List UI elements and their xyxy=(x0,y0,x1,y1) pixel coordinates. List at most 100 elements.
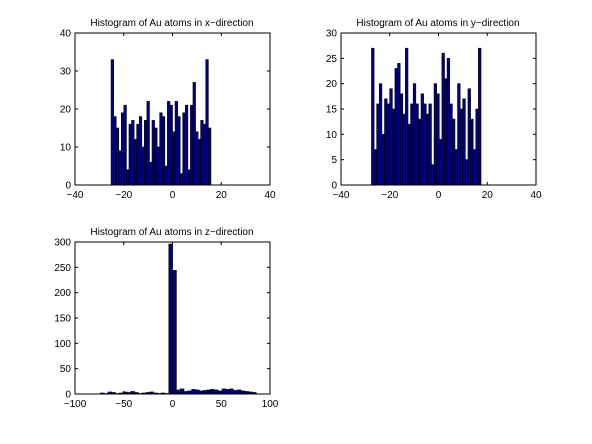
histogram-x-bar xyxy=(118,150,122,186)
histogram-z-ytick-label: 100 xyxy=(54,339,71,350)
histogram-z-ytick-label: 250 xyxy=(54,263,71,274)
histogram-y-bar xyxy=(433,83,437,186)
histogram-y-xtick-label: 0 xyxy=(436,190,442,201)
histogram-y-bar xyxy=(478,47,482,186)
histogram-y-bar xyxy=(470,118,474,186)
histogram-x-bar xyxy=(159,112,163,186)
histogram-z-bar xyxy=(202,390,208,395)
histogram-x-bar xyxy=(113,116,117,186)
histogram-y-bar xyxy=(407,123,411,186)
histogram-x-bar xyxy=(169,104,173,186)
histogram-y-bar xyxy=(392,108,396,186)
histogram-y-bar xyxy=(420,93,424,186)
histogram-z-ytick-label: 150 xyxy=(54,314,71,325)
histogram-x-bar xyxy=(121,112,125,186)
histogram-y-bar xyxy=(425,113,430,186)
histogram-y-bar xyxy=(384,98,388,186)
histogram-y-title: Histogram of Au atoms in y−direction xyxy=(356,18,519,29)
histogram-y-bar xyxy=(412,83,417,186)
histogram-y-bar xyxy=(389,88,393,186)
histogram-z-xtick-label: 100 xyxy=(262,399,279,410)
histogram-z-title: Histogram of Au atoms in z−direction xyxy=(90,227,253,238)
histogram-z-bar xyxy=(225,389,230,395)
histogram-z-bar xyxy=(206,389,211,395)
histogram-x-xtick-label: 0 xyxy=(170,190,176,201)
histogram-y-ytick-label: 30 xyxy=(326,29,338,40)
histogram-y-bar xyxy=(454,149,458,186)
histogram-x-bar xyxy=(164,165,168,186)
histogram-y-bar xyxy=(446,58,451,186)
histogram-x-bar xyxy=(161,116,166,186)
histogram-x-bar xyxy=(182,112,186,186)
histogram-y-panel: Histogram of Au atoms in y−direction −40… xyxy=(326,18,542,201)
histogram-z-ytick-label: 50 xyxy=(60,364,72,375)
histogram-y-ytick-label: 10 xyxy=(326,130,338,141)
histogram-x-xtick-label: −20 xyxy=(115,190,132,201)
histogram-y-ytick-label: 0 xyxy=(331,181,337,192)
histogram-x-ytick-label: 20 xyxy=(60,105,72,116)
histogram-y-ytick-label: 25 xyxy=(326,54,338,65)
histogram-x-bar xyxy=(187,169,191,186)
histogram-y-bar xyxy=(415,103,419,186)
histogram-y-bar xyxy=(467,88,471,186)
histogram-x-bar xyxy=(141,146,145,186)
histogram-x-bar xyxy=(200,120,204,186)
histogram-x-bar xyxy=(205,59,209,186)
histogram-z-bar xyxy=(210,389,215,395)
histogram-x-bar xyxy=(151,120,155,186)
histogram-y-xtick-label: −40 xyxy=(333,190,350,201)
histogram-y-bar xyxy=(381,134,385,186)
histogram-z-bar xyxy=(191,389,196,395)
histogram-y-bar xyxy=(452,118,456,186)
histogram-x-bar xyxy=(146,101,150,186)
histogram-y-bar xyxy=(475,108,479,186)
histogram-x-bar xyxy=(156,146,160,186)
histogram-y-bar xyxy=(465,159,469,186)
histogram-z-xtick-label: −100 xyxy=(64,399,87,410)
histogram-y-bar xyxy=(399,93,404,186)
histogram-y-ytick-label: 15 xyxy=(326,105,338,116)
histogram-x-bar xyxy=(172,131,176,186)
histogram-x-bar xyxy=(197,139,201,186)
histogram-x-bar xyxy=(154,127,158,186)
histogram-x-bar xyxy=(133,139,137,186)
histogram-y-bar xyxy=(386,103,391,186)
histogram-x-bar xyxy=(110,59,114,186)
histogram-x-title: Histogram of Au atoms in x−direction xyxy=(90,18,253,29)
histogram-x-bar xyxy=(128,123,132,186)
histogram-x-bar xyxy=(138,116,143,186)
histogram-x-bar xyxy=(177,116,181,186)
histogram-x-bar xyxy=(123,104,127,186)
histogram-x-bar xyxy=(208,127,212,186)
histogram-y-bar xyxy=(438,139,443,186)
histogram-y-bar xyxy=(378,83,383,186)
histogram-z-bar xyxy=(233,390,238,395)
histogram-y-xtick-label: −20 xyxy=(381,190,398,201)
histogram-x-panel: Histogram of Au atoms in x−direction −40… xyxy=(60,18,276,201)
histogram-x-bar xyxy=(126,169,130,186)
histogram-z-bar xyxy=(236,389,242,395)
histogram-y-bar xyxy=(441,52,445,186)
histogram-z-bar xyxy=(179,388,185,395)
histogram-x-xtick-label: 20 xyxy=(216,190,228,201)
histogram-x-bar xyxy=(202,123,207,186)
histogram-y-bar xyxy=(376,103,380,186)
histogram-x-bar xyxy=(192,82,196,186)
histogram-y-bar xyxy=(394,68,398,186)
histogram-y-bar xyxy=(418,118,422,186)
histogram-y-bar xyxy=(405,47,409,186)
histogram-y-bar xyxy=(449,103,453,186)
histogram-z-xtick-label: 50 xyxy=(216,399,228,410)
histogram-x-xtick-label: −40 xyxy=(67,190,84,201)
histogram-y-bar xyxy=(459,108,464,186)
histogram-x-ytick-label: 40 xyxy=(60,29,72,40)
histogram-y-bar xyxy=(428,103,432,186)
histogram-z-bar xyxy=(168,243,173,395)
histogram-z-ytick-label: 200 xyxy=(54,288,71,299)
histogram-x-bar xyxy=(179,173,184,186)
histogram-y-bar xyxy=(472,149,477,186)
histogram-y-bar xyxy=(423,103,427,186)
histogram-x-bars xyxy=(110,59,212,186)
